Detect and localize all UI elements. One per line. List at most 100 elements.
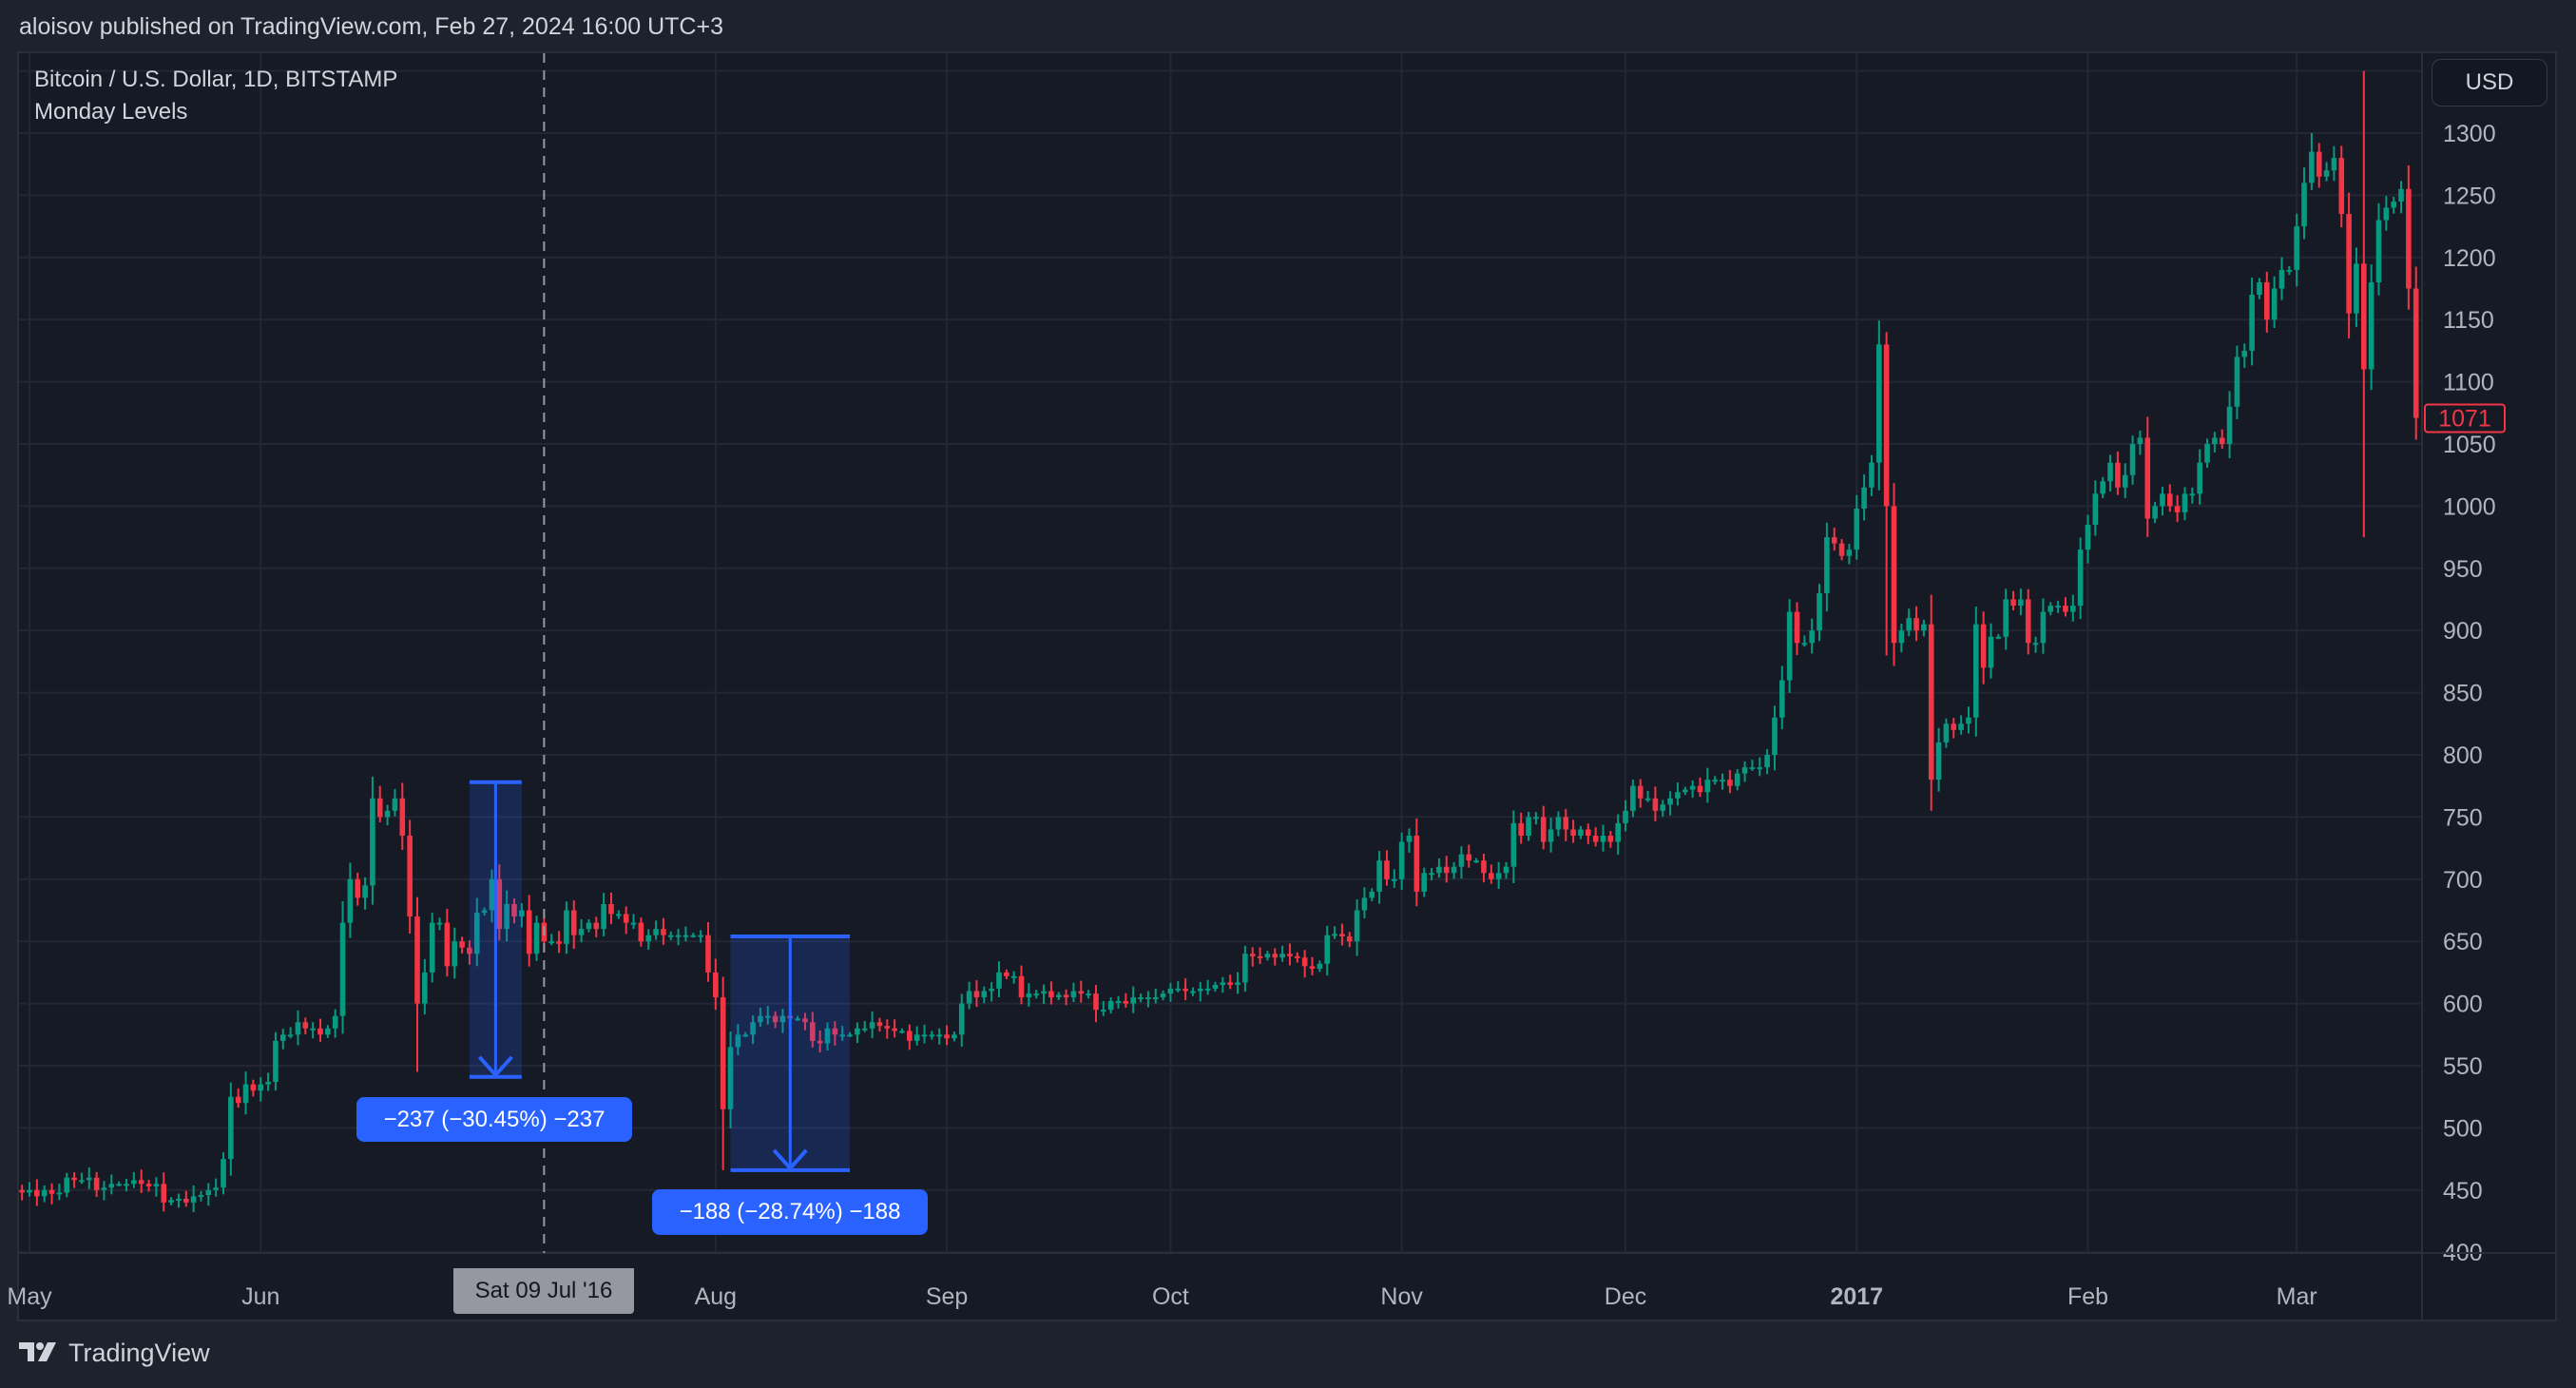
candle-body — [661, 929, 666, 935]
candle — [2055, 600, 2061, 613]
indicator-legend[interactable]: Monday Levels — [34, 99, 188, 125]
candle — [452, 927, 458, 979]
candle-body — [496, 878, 503, 930]
candle-body — [1264, 954, 1271, 958]
candle-body — [1630, 785, 1636, 811]
candle-body — [1317, 963, 1323, 969]
candle-body — [779, 1015, 786, 1023]
candle-body — [376, 798, 383, 818]
candle — [1004, 969, 1009, 980]
candle-body — [795, 1018, 800, 1021]
candle — [489, 869, 495, 923]
candle — [1786, 599, 1793, 693]
candle — [1495, 861, 1502, 889]
candle-body — [705, 935, 711, 973]
candle-body — [2032, 643, 2039, 646]
candle — [1869, 454, 1874, 496]
candle-body — [86, 1177, 92, 1181]
candle-body — [1637, 785, 1644, 799]
candle-body — [235, 1096, 241, 1104]
tradingview-footer[interactable]: TradingView — [19, 1339, 210, 1368]
candle — [436, 917, 443, 931]
candle — [1578, 825, 1584, 839]
candle-body — [1652, 798, 1659, 811]
candle — [1958, 715, 1964, 735]
candle-body — [1951, 723, 1957, 730]
candle-body — [876, 1022, 883, 1027]
candle-body — [1413, 836, 1420, 892]
candle-body — [1123, 1000, 1129, 1004]
candle-body — [183, 1198, 189, 1203]
candle — [384, 804, 391, 826]
candle-body — [250, 1084, 257, 1091]
candle — [2032, 636, 2039, 653]
candle-body — [1757, 767, 1763, 770]
candle — [302, 1017, 309, 1034]
candle — [1309, 956, 1316, 975]
candle — [131, 1171, 137, 1188]
candle-body — [1607, 836, 1614, 842]
candle — [2107, 454, 2113, 492]
candle-body — [1727, 780, 1733, 786]
candle — [71, 1172, 77, 1188]
candle — [944, 1025, 950, 1046]
time-tick-label: Mar — [2277, 1283, 2317, 1310]
candle-body — [973, 991, 980, 998]
candle-body — [1846, 549, 1853, 556]
candle-body — [310, 1028, 316, 1031]
candle-body — [198, 1195, 204, 1198]
currency-button[interactable]: USD — [2432, 59, 2547, 106]
candle-body — [630, 922, 637, 925]
candle — [481, 907, 488, 916]
candle — [1526, 811, 1531, 841]
candle — [973, 980, 980, 1008]
candle-body — [221, 1159, 226, 1188]
candle — [1101, 1000, 1106, 1016]
candle-body — [1764, 755, 1770, 768]
time-tick-label: Dec — [1605, 1283, 1646, 1310]
candle — [1018, 965, 1025, 1005]
candle-body — [1720, 780, 1725, 782]
candle — [1346, 932, 1353, 948]
candle — [1436, 858, 1442, 878]
candle — [459, 936, 465, 954]
candle — [444, 908, 451, 977]
candle — [1734, 769, 1740, 791]
candle — [533, 916, 540, 961]
candle — [362, 877, 368, 910]
candle-body — [2301, 183, 2307, 227]
candle — [548, 934, 555, 946]
candle-body — [1489, 873, 1494, 879]
candle-body — [667, 935, 674, 937]
candle-body — [153, 1184, 160, 1186]
candle — [2316, 143, 2322, 188]
candle — [2152, 501, 2158, 524]
candle-body — [2167, 493, 2173, 507]
price-tick-label: 700 — [2443, 867, 2483, 894]
candle-body — [1704, 780, 1711, 793]
candle-body — [1481, 860, 1487, 874]
candle-body — [1689, 785, 1696, 790]
candle — [1637, 779, 1644, 808]
candle-body — [124, 1184, 129, 1186]
candle — [79, 1172, 85, 1185]
candle — [2249, 278, 2255, 366]
candle-body — [2003, 599, 2009, 637]
candle-body — [533, 922, 540, 954]
candle — [2398, 181, 2404, 214]
candle — [1518, 812, 1524, 844]
candle-body — [1898, 630, 1905, 644]
candle-body — [481, 910, 488, 914]
candle — [325, 1025, 331, 1038]
candle — [1660, 800, 1666, 818]
candle-body — [1667, 798, 1673, 805]
candle-body — [713, 972, 719, 998]
candle — [1720, 773, 1725, 790]
candle-body — [1592, 836, 1599, 842]
candle — [34, 1179, 40, 1206]
price-tick-label: 950 — [2443, 556, 2483, 583]
symbol-legend[interactable]: Bitcoin / U.S. Dollar, 1D, BITSTAMP — [34, 67, 398, 92]
candle-body — [64, 1177, 70, 1193]
candle-body — [1309, 966, 1316, 969]
